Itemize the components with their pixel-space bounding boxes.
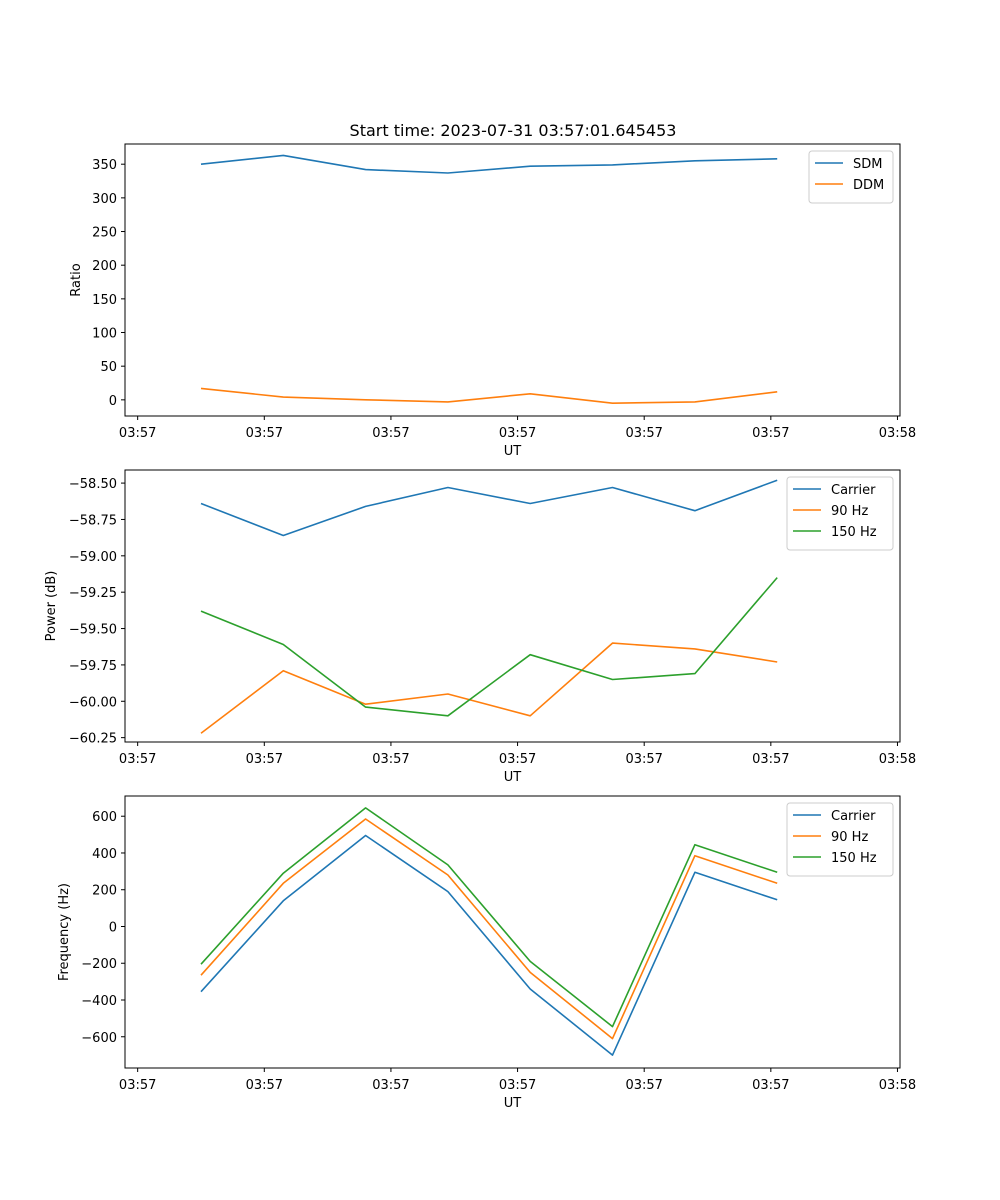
figure-title: Start time: 2023-07-31 03:57:01.645453 <box>350 121 677 140</box>
y-axis-label: Power (dB) <box>44 571 59 642</box>
x-tick-label: 03:57 <box>499 752 536 767</box>
x-tick-label: 03:57 <box>246 426 283 441</box>
x-tick-label: 03:57 <box>499 426 536 441</box>
legend-entry-label: 90 Hz <box>831 830 868 845</box>
y-tick-label: 350 <box>92 158 117 173</box>
x-tick-label: 03:57 <box>372 1078 409 1093</box>
y-tick-label: −60.00 <box>69 695 117 710</box>
x-tick-label: 03:57 <box>119 426 156 441</box>
x-tick-label: 03:58 <box>879 1078 916 1093</box>
y-axis-label: Frequency (Hz) <box>57 883 72 981</box>
axes-frame <box>124 143 901 417</box>
y-tick-label: 200 <box>92 259 117 274</box>
x-tick-label: 03:57 <box>752 426 789 441</box>
y-tick-label: −60.25 <box>69 732 117 747</box>
y-tick-label: −59.00 <box>69 550 117 565</box>
legend-entry-label: DDM <box>853 178 884 193</box>
y-tick-label: 200 <box>92 884 117 899</box>
x-tick-label: 03:57 <box>246 1078 283 1093</box>
y-axis-label: Ratio <box>69 263 84 296</box>
x-tick-label: 03:57 <box>372 752 409 767</box>
y-tick-label: −58.50 <box>69 477 117 492</box>
subplot-3: 03:57 03:57 03:57 03:57 03:57 03:57 03:58 600 40… <box>57 795 916 1111</box>
x-tick-label: 03:57 <box>752 1078 789 1093</box>
series-line-carrier <box>200 834 778 1056</box>
x-tick-label: 03:58 <box>879 752 916 767</box>
y-tick-label: 0 <box>109 394 117 409</box>
y-tick-label: −59.75 <box>69 659 117 674</box>
legend-entry-label: 90 Hz <box>831 504 868 519</box>
y-tick-label: −600 <box>81 1031 117 1046</box>
series-line-sdm <box>200 154 778 174</box>
subplot-1: 03:57 03:57 03:57 03:57 03:57 03:57 03:58 0 50 10… <box>69 143 916 459</box>
x-tick-label: 03:57 <box>625 752 662 767</box>
y-tick-label: −59.50 <box>69 623 117 638</box>
legend-entry-label: Carrier <box>831 809 876 824</box>
x-axis-label: UT <box>504 1096 522 1111</box>
x-tick-label: 03:57 <box>499 1078 536 1093</box>
legend-entry-label: SDM <box>853 157 882 172</box>
axes-frame <box>124 469 901 743</box>
legend-entry-label: 150 Hz <box>831 851 877 866</box>
legend-entry-label: 150 Hz <box>831 525 877 540</box>
y-tick-label: −59.25 <box>69 586 117 601</box>
y-tick-label: −58.75 <box>69 513 117 528</box>
x-tick-label: 03:57 <box>372 426 409 441</box>
x-tick-label: 03:57 <box>625 426 662 441</box>
x-axis-label: UT <box>504 770 522 785</box>
y-tick-label: 50 <box>100 360 117 375</box>
series-line-carrier <box>200 479 778 537</box>
y-tick-label: 300 <box>92 192 117 207</box>
y-tick-label: 100 <box>92 327 117 342</box>
x-tick-label: 03:57 <box>246 752 283 767</box>
series-line-ddm <box>200 387 778 405</box>
axes-frame <box>124 795 901 1069</box>
y-tick-label: 0 <box>109 920 117 935</box>
y-tick-label: 150 <box>92 293 117 308</box>
y-tick-label: 600 <box>92 810 117 825</box>
x-tick-label: 03:58 <box>879 426 916 441</box>
x-tick-label: 03:57 <box>752 752 789 767</box>
subplots: 03:57 03:57 03:57 03:57 03:57 03:57 03:58 0 50 10… <box>44 143 916 1111</box>
series-line-150-hz <box>200 807 778 1028</box>
series-line-150-hz <box>200 577 778 717</box>
legend-entry-label: Carrier <box>831 483 876 498</box>
x-axis-label: UT <box>504 444 522 459</box>
x-tick-label: 03:57 <box>625 1078 662 1093</box>
legend: SDM DDM <box>808 150 894 204</box>
y-tick-label: −400 <box>81 994 117 1009</box>
x-tick-label: 03:57 <box>119 752 156 767</box>
legend-frame <box>808 150 894 204</box>
x-tick-label: 03:57 <box>119 1078 156 1093</box>
y-tick-label: −200 <box>81 957 117 972</box>
legend: Carrier 90 Hz 150 Hz <box>786 476 894 551</box>
y-tick-label: 400 <box>92 847 117 862</box>
legend: Carrier 90 Hz 150 Hz <box>786 802 894 877</box>
series-line-90-hz <box>200 642 778 734</box>
subplot-2: 03:57 03:57 03:57 03:57 03:57 03:57 03:58 −58.5… <box>44 469 916 785</box>
series-line-90-hz <box>200 818 778 1040</box>
y-tick-label: 250 <box>92 226 117 241</box>
